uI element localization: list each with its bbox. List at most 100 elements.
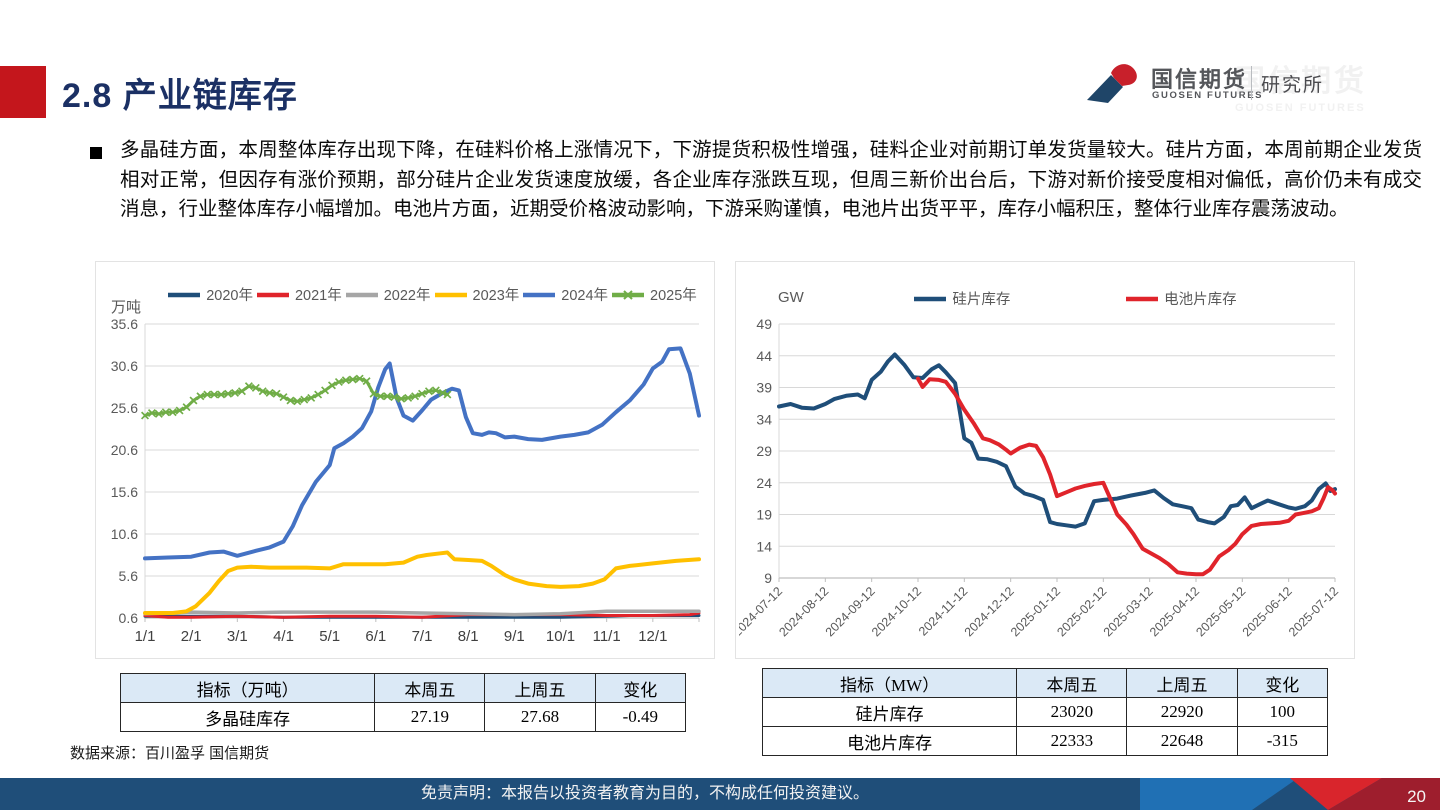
series-marker (244, 382, 253, 391)
chart-canvas-1: 914192429343944492024-07-122024-08-12202… (730, 316, 1341, 639)
series-marker (341, 376, 350, 385)
table-cell: 22920 (1126, 697, 1238, 727)
series-marker (355, 374, 364, 383)
table-cell: 22648 (1126, 726, 1238, 756)
table-header-cell: 上周五 (484, 673, 596, 703)
legend-label: 2022年 (383, 288, 431, 304)
legend-label: 2021年 (294, 288, 342, 304)
logo-divider (1251, 66, 1252, 100)
series-marker (300, 395, 309, 404)
series-marker (383, 392, 392, 401)
series-marker (431, 386, 440, 395)
x-tick-label: 2/1 (181, 628, 202, 645)
y-tick-label: 39 (756, 380, 772, 396)
x-tick-label: 5/1 (319, 628, 340, 645)
series-marker (411, 392, 420, 401)
table-header-row: 指标（MW） 本周五 上周五 变化 (761, 668, 1329, 698)
legend-label: 2025年 (650, 288, 697, 304)
y-tick-label: 5.6 (119, 568, 139, 584)
series-marker (237, 387, 246, 396)
legend-label: 电池片库存 (1164, 292, 1237, 308)
series-line-2023年 (143, 550, 701, 615)
series-marker (147, 409, 156, 418)
y-tick-label: 25.6 (111, 400, 138, 416)
logo-watermark: 国信期货 GUOSEN FUTURES (1235, 65, 1367, 114)
series-marker (251, 383, 260, 392)
table-row: 硅片库存 23020 22920 100 (761, 697, 1329, 727)
series-marker (224, 389, 233, 398)
legend-swatch-icon (256, 292, 289, 297)
series-line-硅片库存 (777, 352, 1337, 529)
series-marker (334, 377, 343, 386)
data-source-note: 数据来源：百川盈孚 国信期货 (70, 745, 270, 762)
table-header-row: 指标（万吨） 本周五 上周五 变化 (119, 673, 687, 703)
logo-name-cn: 国信期货 (1151, 67, 1248, 92)
table-header-cell: 指标（MW） (761, 668, 1018, 698)
table-cell: 100 (1236, 697, 1329, 727)
series-marker (417, 389, 427, 398)
series-marker (258, 387, 267, 396)
legend-swatch-icon (612, 289, 645, 300)
x-tick-label: 10/1 (546, 628, 575, 645)
y-tick-label: 35.6 (111, 318, 138, 332)
y-tick-label: 24 (756, 475, 772, 491)
series-line-2024年 (143, 346, 701, 561)
series-marker (369, 389, 378, 398)
series-marker (265, 388, 274, 397)
y-tick-label: 9 (764, 570, 772, 586)
legend-item-2024年: 2024年 (522, 284, 608, 305)
table-cell: 27.19 (374, 702, 486, 732)
series-marker (390, 393, 399, 402)
legend-label: 2024年 (561, 288, 609, 304)
legend-label: 硅片库存 (952, 292, 1011, 308)
polysilicon-summary-table: 指标（万吨） 本周五 上周五 变化 多晶硅库存 27.19 27.68 -0.49 (119, 673, 687, 732)
legend-item-2023年: 2023年 (434, 284, 520, 305)
series-line-2021年 (143, 611, 701, 619)
series-marker (286, 396, 295, 405)
series-marker (376, 392, 385, 401)
series-marker (321, 386, 330, 395)
series-marker (217, 390, 226, 399)
chart-legend: 硅片库存 电池片库存 (856, 288, 1294, 309)
summary-paragraph: 多晶硅方面，本周整体库存出现下降，在硅料价格上涨情况下，下游提货积极性增强，硅料… (120, 139, 1422, 220)
legend-item-硅片库存: 硅片库存 (913, 288, 1010, 309)
logo-name-en: GUOSEN FUTURES (1152, 90, 1264, 101)
series-marker (443, 390, 452, 399)
table-header-cell: 指标（万吨） (119, 673, 376, 703)
y-tick-label: 10.6 (111, 526, 138, 542)
series-marker (424, 387, 433, 396)
legend-label: 2023年 (472, 288, 520, 304)
x-tick-label: 2024-10-12 (869, 584, 924, 639)
page-title: 2.8 产业链库存 (62, 77, 298, 115)
y-tick-label: 44 (756, 348, 772, 364)
legend-swatch-icon (168, 292, 201, 297)
y-tick-label: 19 (756, 507, 772, 523)
chart-legend: 2020年 2021年 2022年 2023年 2024年 2025年 (154, 284, 710, 305)
series-marker (140, 411, 150, 420)
page-number: 20 (1407, 787, 1426, 806)
legend-swatch-icon (434, 292, 467, 297)
series-marker (189, 396, 198, 405)
y-tick-label: 30.6 (111, 358, 138, 374)
legend-item-2021年: 2021年 (256, 284, 342, 305)
wafer-cell-inventory-chart-card: GW 硅片库存 电池片库存 9 14 19 24 29 34 39 44 49 2024-07-12… (730, 261, 1355, 659)
table-row: 多晶硅库存 27.19 27.68 -0.49 (119, 702, 687, 732)
x-tick-label: 3/1 (227, 628, 248, 645)
disclaimer-text: 免责声明：本报告以投资者教育为目的，不构成任何投资建议。 (420, 785, 869, 802)
footer-bar: 免责声明：本报告以投资者教育为目的，不构成任何投资建议。 20 (0, 778, 1440, 810)
y-tick-label: 29 (756, 443, 772, 459)
x-tick-label: 11/1 (593, 628, 621, 645)
series-marker (210, 390, 219, 399)
table-cell: -315 (1236, 726, 1329, 756)
table-cell: 电池片库存 (761, 726, 1018, 756)
series-marker (279, 393, 288, 402)
table-cell: 硅片库存 (761, 697, 1018, 727)
title-accent-square (0, 66, 46, 118)
y-tick-label: 14 (756, 538, 772, 554)
table-header-cell: 上周五 (1126, 668, 1238, 698)
wafer-cell-summary-table: 指标（MW） 本周五 上周五 变化 硅片库存 23020 22920 100 电池片库存 2233… (761, 668, 1329, 756)
y-tick-label: 0.6 (119, 610, 139, 626)
series-marker (327, 381, 336, 390)
table-cell: 多晶硅库存 (119, 702, 376, 732)
